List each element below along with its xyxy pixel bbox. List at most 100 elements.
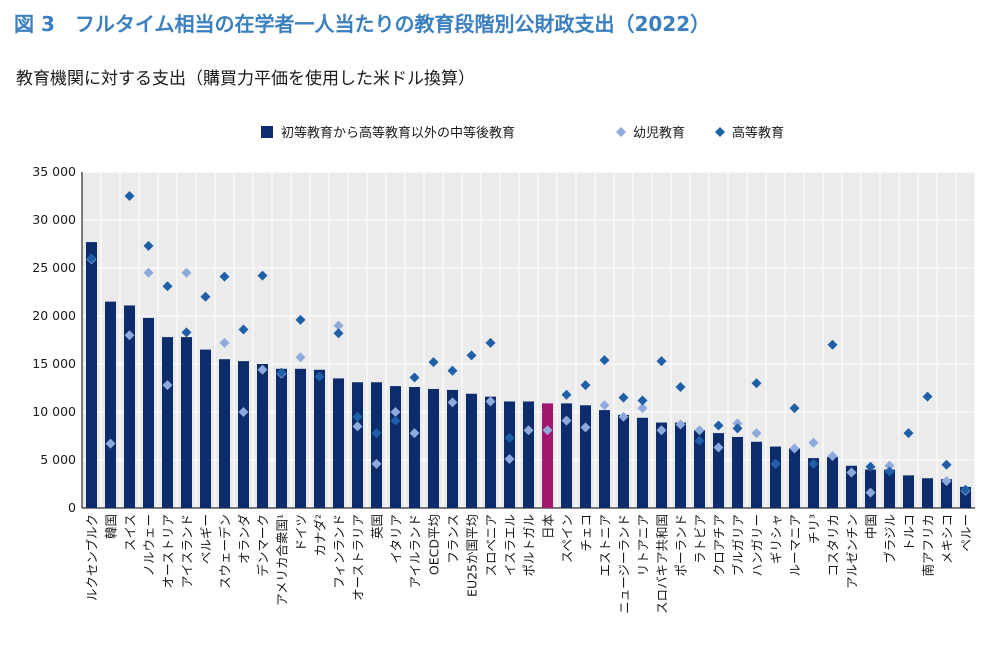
y-tick-label: 5 000: [40, 452, 76, 467]
bar: [522, 401, 535, 508]
marker-early-childhood: [162, 380, 173, 391]
marker-tertiary: [903, 428, 914, 439]
x-tick-label: EU25か国平均: [465, 514, 480, 597]
marker-tertiary: [789, 403, 800, 414]
marker-tertiary: [599, 355, 610, 366]
x-tick-label: フランス: [446, 514, 461, 564]
x-tick-label: ルクセンブルク: [85, 514, 100, 601]
marker-tertiary: [485, 337, 496, 348]
x-tick-label: オーストリア: [161, 514, 176, 588]
marker-early-childhood: [219, 337, 230, 348]
marker-tertiary: [808, 458, 819, 469]
bar: [180, 337, 193, 508]
bar: [218, 359, 231, 508]
y-tick-label: 0: [68, 500, 76, 515]
bar: [104, 301, 117, 508]
bar: [389, 386, 402, 508]
marker-early-childhood: [124, 330, 135, 341]
x-tick-label: スペイン: [560, 514, 575, 563]
marker-tertiary: [941, 459, 952, 470]
x-tick-label: アルゼンチン: [845, 514, 860, 589]
marker-early-childhood: [941, 476, 952, 487]
marker-tertiary: [675, 382, 686, 393]
x-tick-label: カナダ²: [313, 514, 328, 557]
x-tick-label: アイルランド: [408, 514, 423, 588]
marker-tertiary: [276, 367, 287, 378]
x-tick-label: フィンランド: [332, 514, 347, 589]
marker-early-childhood: [827, 451, 838, 462]
bar: [294, 368, 307, 508]
x-tick-label: 南アフリカ: [921, 514, 936, 577]
bar: [712, 433, 725, 508]
marker-tertiary: [352, 411, 363, 422]
y-tick-label: 35 000: [32, 164, 76, 179]
bar: [541, 403, 554, 508]
x-tick-label: ハンガリー: [750, 514, 765, 577]
bar: [598, 410, 611, 508]
marker-tertiary: [922, 391, 933, 402]
marker-early-childhood: [409, 428, 420, 439]
bar: [484, 396, 497, 508]
x-tick-label: ノルウェー: [142, 514, 157, 577]
y-tick-label: 30 000: [32, 212, 76, 227]
x-tick-label: スロベニア: [484, 514, 499, 577]
marker-early-childhood: [352, 421, 363, 432]
marker-tertiary: [884, 466, 895, 477]
marker-early-childhood: [751, 428, 762, 439]
legend-label-early-childhood: 幼児教育: [633, 125, 685, 141]
marker-early-childhood: [561, 415, 572, 426]
x-tick-label: メキシコ: [940, 514, 955, 564]
legend-swatch-primary: [261, 126, 273, 138]
figure-title: 図 3 フルタイム相当の在学者一人当たりの教育段階別公財政支出（2022）: [14, 12, 711, 36]
x-tick-label: エストニア: [598, 514, 613, 577]
marker-tertiary: [162, 281, 173, 292]
bar: [617, 414, 630, 508]
bar: [883, 469, 896, 508]
legend-label-primary: 初等教育から高等教育以外の中等後教育: [281, 125, 515, 141]
x-tick-label: ブラジル: [883, 514, 898, 564]
marker-early-childhood: [447, 397, 458, 408]
marker-tertiary: [333, 328, 344, 339]
bar: [655, 422, 668, 508]
x-tick-label: ブルガリア: [731, 514, 746, 576]
x-tick-label: 韓国: [104, 514, 119, 539]
marker-tertiary: [371, 428, 382, 439]
marker-tertiary: [409, 372, 420, 383]
marker-early-childhood: [485, 396, 496, 407]
bar: [85, 242, 98, 508]
x-tick-label: ギリシャ: [769, 514, 784, 564]
marker-early-childhood: [599, 400, 610, 411]
marker-tertiary: [295, 314, 306, 325]
x-tick-label: イタリア: [389, 514, 404, 564]
marker-tertiary: [428, 357, 439, 368]
marker-tertiary: [694, 435, 705, 446]
marker-tertiary: [219, 271, 230, 282]
bar: [370, 382, 383, 508]
x-tick-label: ポルトガル: [522, 514, 537, 577]
marker-tertiary: [390, 415, 401, 426]
marker-early-childhood: [580, 422, 591, 433]
legend-swatch-early-childhood: [616, 127, 626, 137]
bar: [142, 317, 155, 508]
bar: [959, 486, 972, 508]
marker-tertiary: [827, 339, 838, 350]
y-tick-label: 15 000: [32, 356, 76, 371]
y-tick-label: 10 000: [32, 404, 76, 419]
marker-early-childhood: [333, 320, 344, 331]
x-tick-label: ラトビア: [693, 514, 708, 564]
bar: [750, 441, 763, 508]
marker-tertiary: [466, 350, 477, 361]
marker-early-childhood: [789, 443, 800, 454]
x-tick-label: ベルギー: [199, 514, 214, 564]
marker-tertiary: [200, 291, 211, 302]
x-tick-label: スウェーデン: [218, 514, 233, 589]
marker-tertiary: [637, 395, 648, 406]
x-tick-label: チェコ: [579, 514, 594, 552]
marker-tertiary: [238, 324, 249, 335]
bar: [902, 475, 915, 508]
bar: [351, 382, 364, 508]
bar: [921, 478, 934, 508]
marker-tertiary: [618, 392, 629, 403]
marker-early-childhood: [884, 460, 895, 471]
bar: [237, 361, 250, 508]
